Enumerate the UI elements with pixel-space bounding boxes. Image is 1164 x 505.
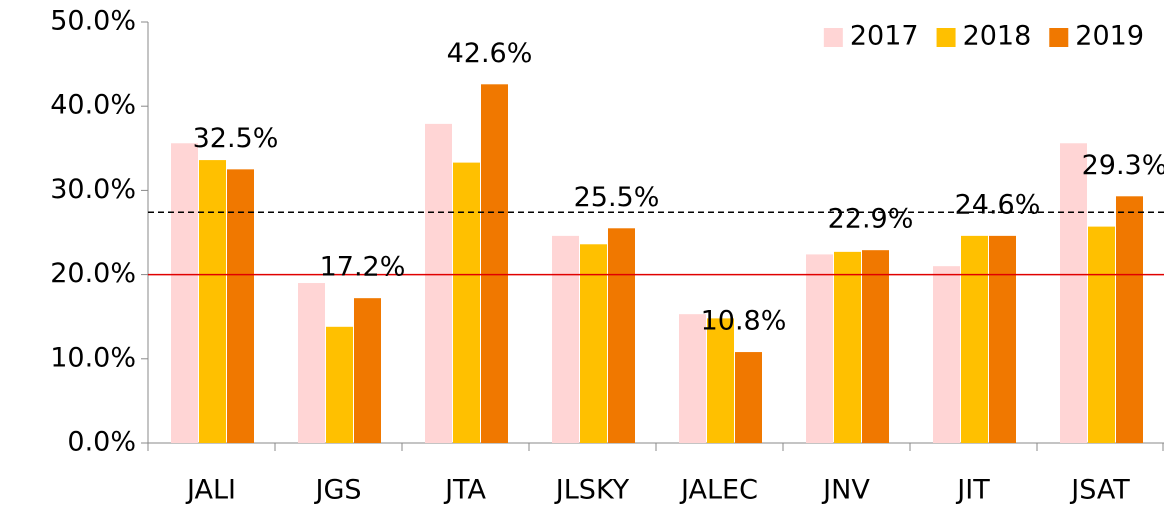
- data-label: 24.6%: [955, 189, 1041, 220]
- data-label: 32.5%: [193, 123, 279, 154]
- bar: [453, 162, 480, 443]
- bar: [735, 352, 762, 443]
- data-label: 17.2%: [320, 252, 406, 283]
- x-tick-label: JGS: [313, 475, 361, 505]
- legend-swatch: [1049, 28, 1069, 47]
- x-tick-label: JSAT: [1069, 475, 1130, 505]
- legend-swatch: [936, 28, 956, 47]
- bar: [580, 244, 607, 443]
- bar: [933, 266, 960, 443]
- legend-label: 2019: [1075, 21, 1144, 52]
- bar: [298, 283, 325, 443]
- bar: [679, 314, 706, 443]
- bar: [171, 143, 198, 444]
- bar: [707, 318, 734, 443]
- data-label: 10.8%: [701, 306, 787, 337]
- bar: [425, 123, 452, 443]
- bar: [199, 160, 226, 443]
- bar: [834, 251, 861, 443]
- bar: [481, 84, 508, 444]
- y-tick-label: 20.0%: [50, 258, 136, 289]
- x-tick-label: JALEC: [679, 475, 758, 505]
- x-tick-label: JALI: [185, 475, 236, 505]
- x-tick-label: JTA: [443, 475, 486, 505]
- bar: [1088, 226, 1115, 443]
- legend-label: 2018: [963, 21, 1032, 52]
- bar: [608, 228, 635, 443]
- bar: [1116, 196, 1143, 443]
- bar: [806, 254, 833, 443]
- data-label: 42.6%: [447, 38, 533, 69]
- x-tick-label: JLSKY: [554, 475, 630, 505]
- legend-label: 2017: [850, 21, 919, 52]
- bar: [326, 326, 353, 443]
- data-label: 22.9%: [828, 204, 914, 235]
- bar: [1060, 143, 1087, 444]
- bar: [961, 235, 988, 443]
- data-label: 25.5%: [574, 182, 660, 213]
- y-tick-label: 0.0%: [67, 427, 136, 458]
- x-tick-label: JIT: [955, 475, 990, 505]
- y-tick-label: 50.0%: [50, 6, 136, 37]
- y-tick-label: 30.0%: [50, 174, 136, 205]
- y-tick-label: 10.0%: [50, 342, 136, 373]
- bar: [354, 298, 381, 443]
- bar: [227, 169, 254, 443]
- y-tick-label: 40.0%: [50, 90, 136, 121]
- bar: [552, 235, 579, 443]
- data-label: 29.3%: [1082, 150, 1164, 181]
- x-tick-label: JNV: [821, 475, 870, 505]
- bar: [989, 235, 1016, 443]
- bar: [862, 250, 889, 443]
- legend-swatch: [823, 28, 843, 47]
